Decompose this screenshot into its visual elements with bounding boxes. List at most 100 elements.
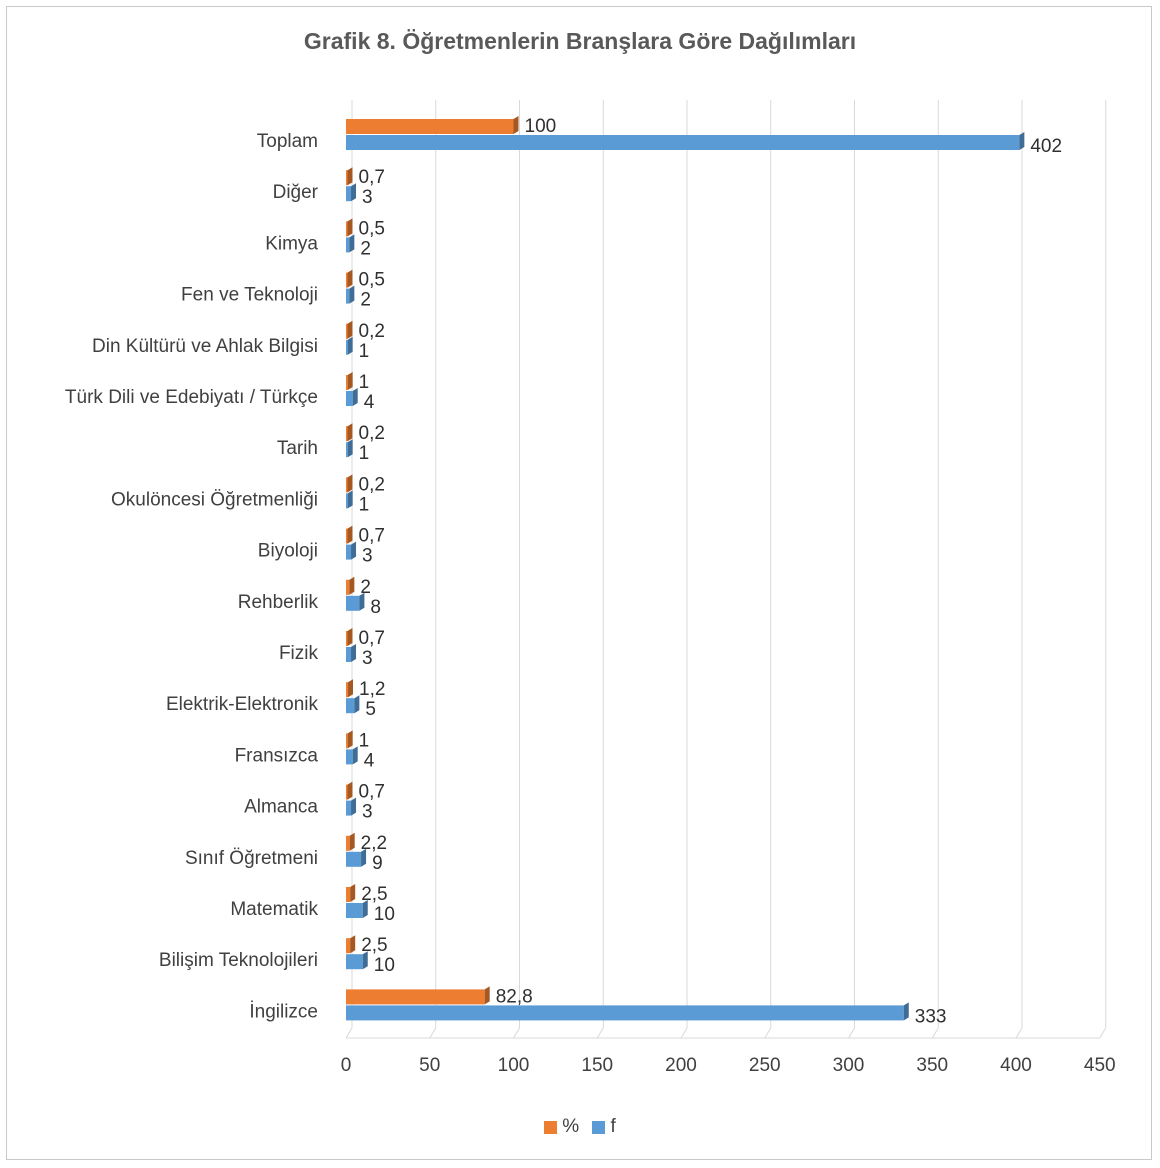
- chart-frame: [6, 6, 1152, 1160]
- data-label-percent: 0,2: [359, 321, 385, 342]
- bar-side-percent: [347, 525, 353, 544]
- bar-f: [346, 647, 352, 662]
- bar-f: [346, 237, 350, 253]
- bar-percent: [346, 989, 485, 1005]
- data-label-f: 4: [364, 392, 375, 413]
- bar-percent: [346, 528, 348, 544]
- data-label-f: 10: [374, 904, 395, 925]
- bar-side-f: [351, 541, 357, 560]
- x-tick-label-400: 400: [1000, 1055, 1032, 1076]
- bar-percent: [346, 426, 348, 442]
- data-label-f: 5: [365, 699, 376, 720]
- data-label-percent: 1: [359, 730, 370, 751]
- data-label-percent: 2,5: [361, 884, 387, 905]
- bar-side-f: [347, 490, 353, 509]
- bar-percent: [346, 477, 348, 493]
- data-label-f: 3: [362, 187, 373, 208]
- data-label-percent: 0,7: [359, 628, 385, 649]
- bar-percent: [346, 938, 351, 954]
- bar-side-f: [351, 797, 357, 816]
- gridline-foot-50: [429, 1027, 437, 1039]
- bar-side-f: [349, 285, 355, 304]
- x-tick-label-0: 0: [341, 1055, 352, 1076]
- bar-f: [346, 903, 363, 918]
- bar-side-percent: [349, 832, 355, 851]
- data-label-percent: 2,5: [361, 935, 387, 956]
- gridline-foot-450: [1099, 1027, 1107, 1039]
- category-label: Almanca: [244, 797, 318, 818]
- bar-f: [346, 391, 353, 406]
- category-label: Bilişim Teknolojileri: [159, 950, 318, 971]
- bar-percent: [346, 682, 349, 698]
- data-label-f: 1: [359, 443, 370, 464]
- bar-side-f: [352, 746, 358, 765]
- bar-side-f: [361, 848, 367, 867]
- gridline-foot-300: [848, 1027, 855, 1039]
- data-label-percent: 0,2: [359, 474, 385, 495]
- gridline-foot-0: [345, 1027, 353, 1039]
- data-label-f: 4: [364, 750, 375, 771]
- bar-percent: [346, 272, 348, 288]
- bar-f: [346, 851, 362, 867]
- data-label-percent: 100: [525, 116, 557, 137]
- bar-side-f: [1019, 132, 1025, 150]
- bar-f: [346, 1005, 904, 1021]
- x-tick-label-450: 450: [1084, 1055, 1116, 1076]
- x-tick-label-300: 300: [833, 1055, 865, 1076]
- bar-side-f: [351, 183, 357, 202]
- data-label-f: 402: [1030, 136, 1062, 157]
- category-label: Fransızca: [235, 745, 319, 766]
- bar-side-percent: [347, 372, 353, 390]
- category-label: İngilizce: [249, 1001, 318, 1022]
- bar-side-f: [349, 234, 355, 253]
- bar-side-f: [352, 388, 358, 406]
- x-tick-label-200: 200: [665, 1055, 697, 1076]
- bar-percent: [346, 119, 514, 134]
- category-label: Biyoloji: [258, 541, 318, 562]
- data-label-f: 3: [362, 546, 373, 567]
- bar-percent: [346, 221, 348, 237]
- bar-side-percent: [347, 423, 353, 442]
- data-label-f: 1: [359, 494, 370, 515]
- bar-percent: [346, 375, 348, 390]
- bar-side-percent: [350, 935, 356, 954]
- legend-swatch-f: [592, 1120, 606, 1134]
- legend-label-f: f: [610, 1116, 616, 1137]
- x-tick-label-350: 350: [916, 1055, 948, 1076]
- gridline-foot-200: [680, 1027, 688, 1039]
- bar-side-f: [903, 1002, 909, 1021]
- category-label: Sınıf Öğretmeni: [185, 848, 318, 869]
- data-label-f: 9: [372, 853, 383, 874]
- bar-side-percent: [347, 167, 353, 186]
- bar-side-percent: [350, 884, 356, 902]
- category-label: Türk Dili ve Edebiyatı / Türkçe: [65, 387, 318, 408]
- x-tick-label-100: 100: [498, 1055, 530, 1076]
- bar-side-percent: [347, 269, 353, 288]
- category-label: Din Kültürü ve Ahlak Bilgisi: [92, 336, 318, 357]
- bar-f: [346, 493, 348, 509]
- bar-f: [346, 135, 1020, 150]
- data-label-f: 2: [360, 238, 371, 259]
- data-label-percent: 0,7: [359, 782, 385, 803]
- bar-side-percent: [349, 576, 355, 595]
- data-label-percent: 0,2: [359, 423, 385, 444]
- bar-side-percent: [347, 781, 353, 800]
- category-label: Matematik: [230, 899, 318, 920]
- bar-side-percent: [347, 628, 353, 646]
- data-label-f: 1: [359, 341, 370, 362]
- category-label: Elektrik-Elektronik: [166, 694, 319, 715]
- legend-item-percent: %: [544, 1116, 579, 1138]
- bar-side-percent: [347, 320, 353, 339]
- bar-percent: [346, 323, 348, 339]
- bar-percent: [346, 579, 350, 595]
- legend-swatch-percent: [544, 1120, 558, 1134]
- data-label-percent: 1,2: [359, 679, 385, 700]
- category-label: Okulöncesi Öğretmenliği: [111, 489, 318, 510]
- category-label: Kimya: [265, 233, 318, 254]
- category-label: Fen ve Teknoloji: [181, 285, 318, 306]
- data-label-f: 333: [915, 1006, 947, 1027]
- legend-item-f: f: [592, 1116, 616, 1138]
- bar-f: [346, 954, 363, 970]
- category-label: Fizik: [279, 643, 319, 664]
- bar-f: [346, 186, 352, 202]
